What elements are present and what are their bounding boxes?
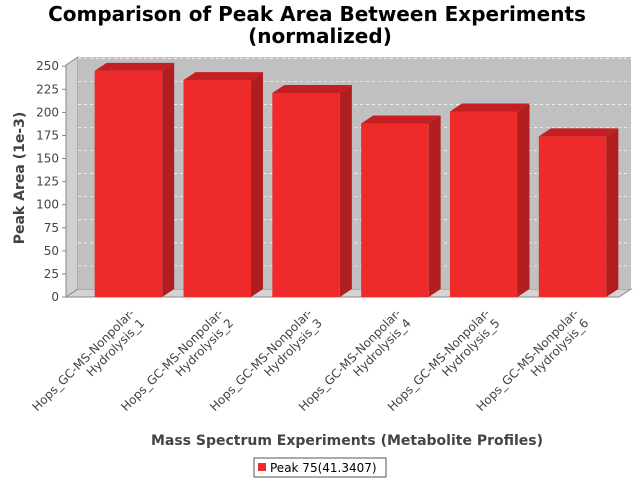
bar-side — [428, 115, 441, 297]
y-tick-label: 75 — [44, 221, 59, 235]
y-tick-label: 175 — [36, 128, 59, 142]
y-tick-label: 25 — [44, 267, 59, 281]
bar-front — [94, 70, 163, 297]
y-axis-label: Peak Area (1e-3) — [12, 112, 28, 245]
y-tick-label: 200 — [36, 105, 59, 119]
bar-side — [251, 72, 264, 297]
bar — [272, 85, 352, 297]
bar-side — [606, 128, 619, 297]
plot-side-wall — [65, 56, 79, 298]
y-tick-label: 250 — [36, 59, 59, 73]
bar-front — [183, 80, 252, 297]
y-tick-label: 0 — [51, 290, 59, 304]
x-axis-ticks: Hops_GC-MS-Nonpolar-Hydrolysis_1Hops_GC-… — [29, 306, 591, 414]
legend: Peak 75(41.3407) — [253, 457, 387, 478]
y-tick-label: 150 — [36, 152, 59, 166]
bar-top — [272, 85, 352, 93]
y-tick-label: 100 — [36, 198, 59, 212]
chart-title-line1: Comparison of Peak Area Between Experime… — [48, 2, 586, 26]
chart-title-line2: (normalized) — [248, 24, 392, 48]
y-axis-ticks: 0 25 50 75 100 125 150 175 200 225 250 — [36, 59, 66, 304]
bar-front — [449, 111, 518, 297]
y-tick-label: 50 — [44, 244, 59, 258]
x-tick-label-line: Hops_GC-MS-Nonpolar- — [29, 306, 137, 414]
bar-top — [449, 103, 530, 112]
legend-swatch — [258, 463, 266, 471]
bar-front — [272, 93, 340, 297]
bars — [94, 62, 619, 297]
bar-front — [361, 123, 429, 297]
bar — [361, 115, 441, 297]
bar-front — [538, 136, 607, 297]
bar-top — [538, 128, 619, 137]
legend-label: Peak 75(41.3407) — [270, 461, 377, 475]
bar-side — [339, 85, 352, 297]
bar — [94, 62, 175, 297]
bar-top — [94, 62, 175, 71]
legend-box — [253, 457, 387, 478]
bar-top — [183, 72, 264, 81]
bar-side — [162, 62, 175, 297]
y-tick-label: 125 — [36, 175, 59, 189]
bar — [183, 72, 264, 297]
y-tick-label: 225 — [36, 82, 59, 96]
bar — [538, 128, 619, 297]
bar-side — [517, 103, 530, 297]
x-axis-label: Mass Spectrum Experiments (Metabolite Pr… — [151, 433, 543, 449]
bar-top — [361, 115, 441, 124]
bar — [449, 103, 530, 297]
